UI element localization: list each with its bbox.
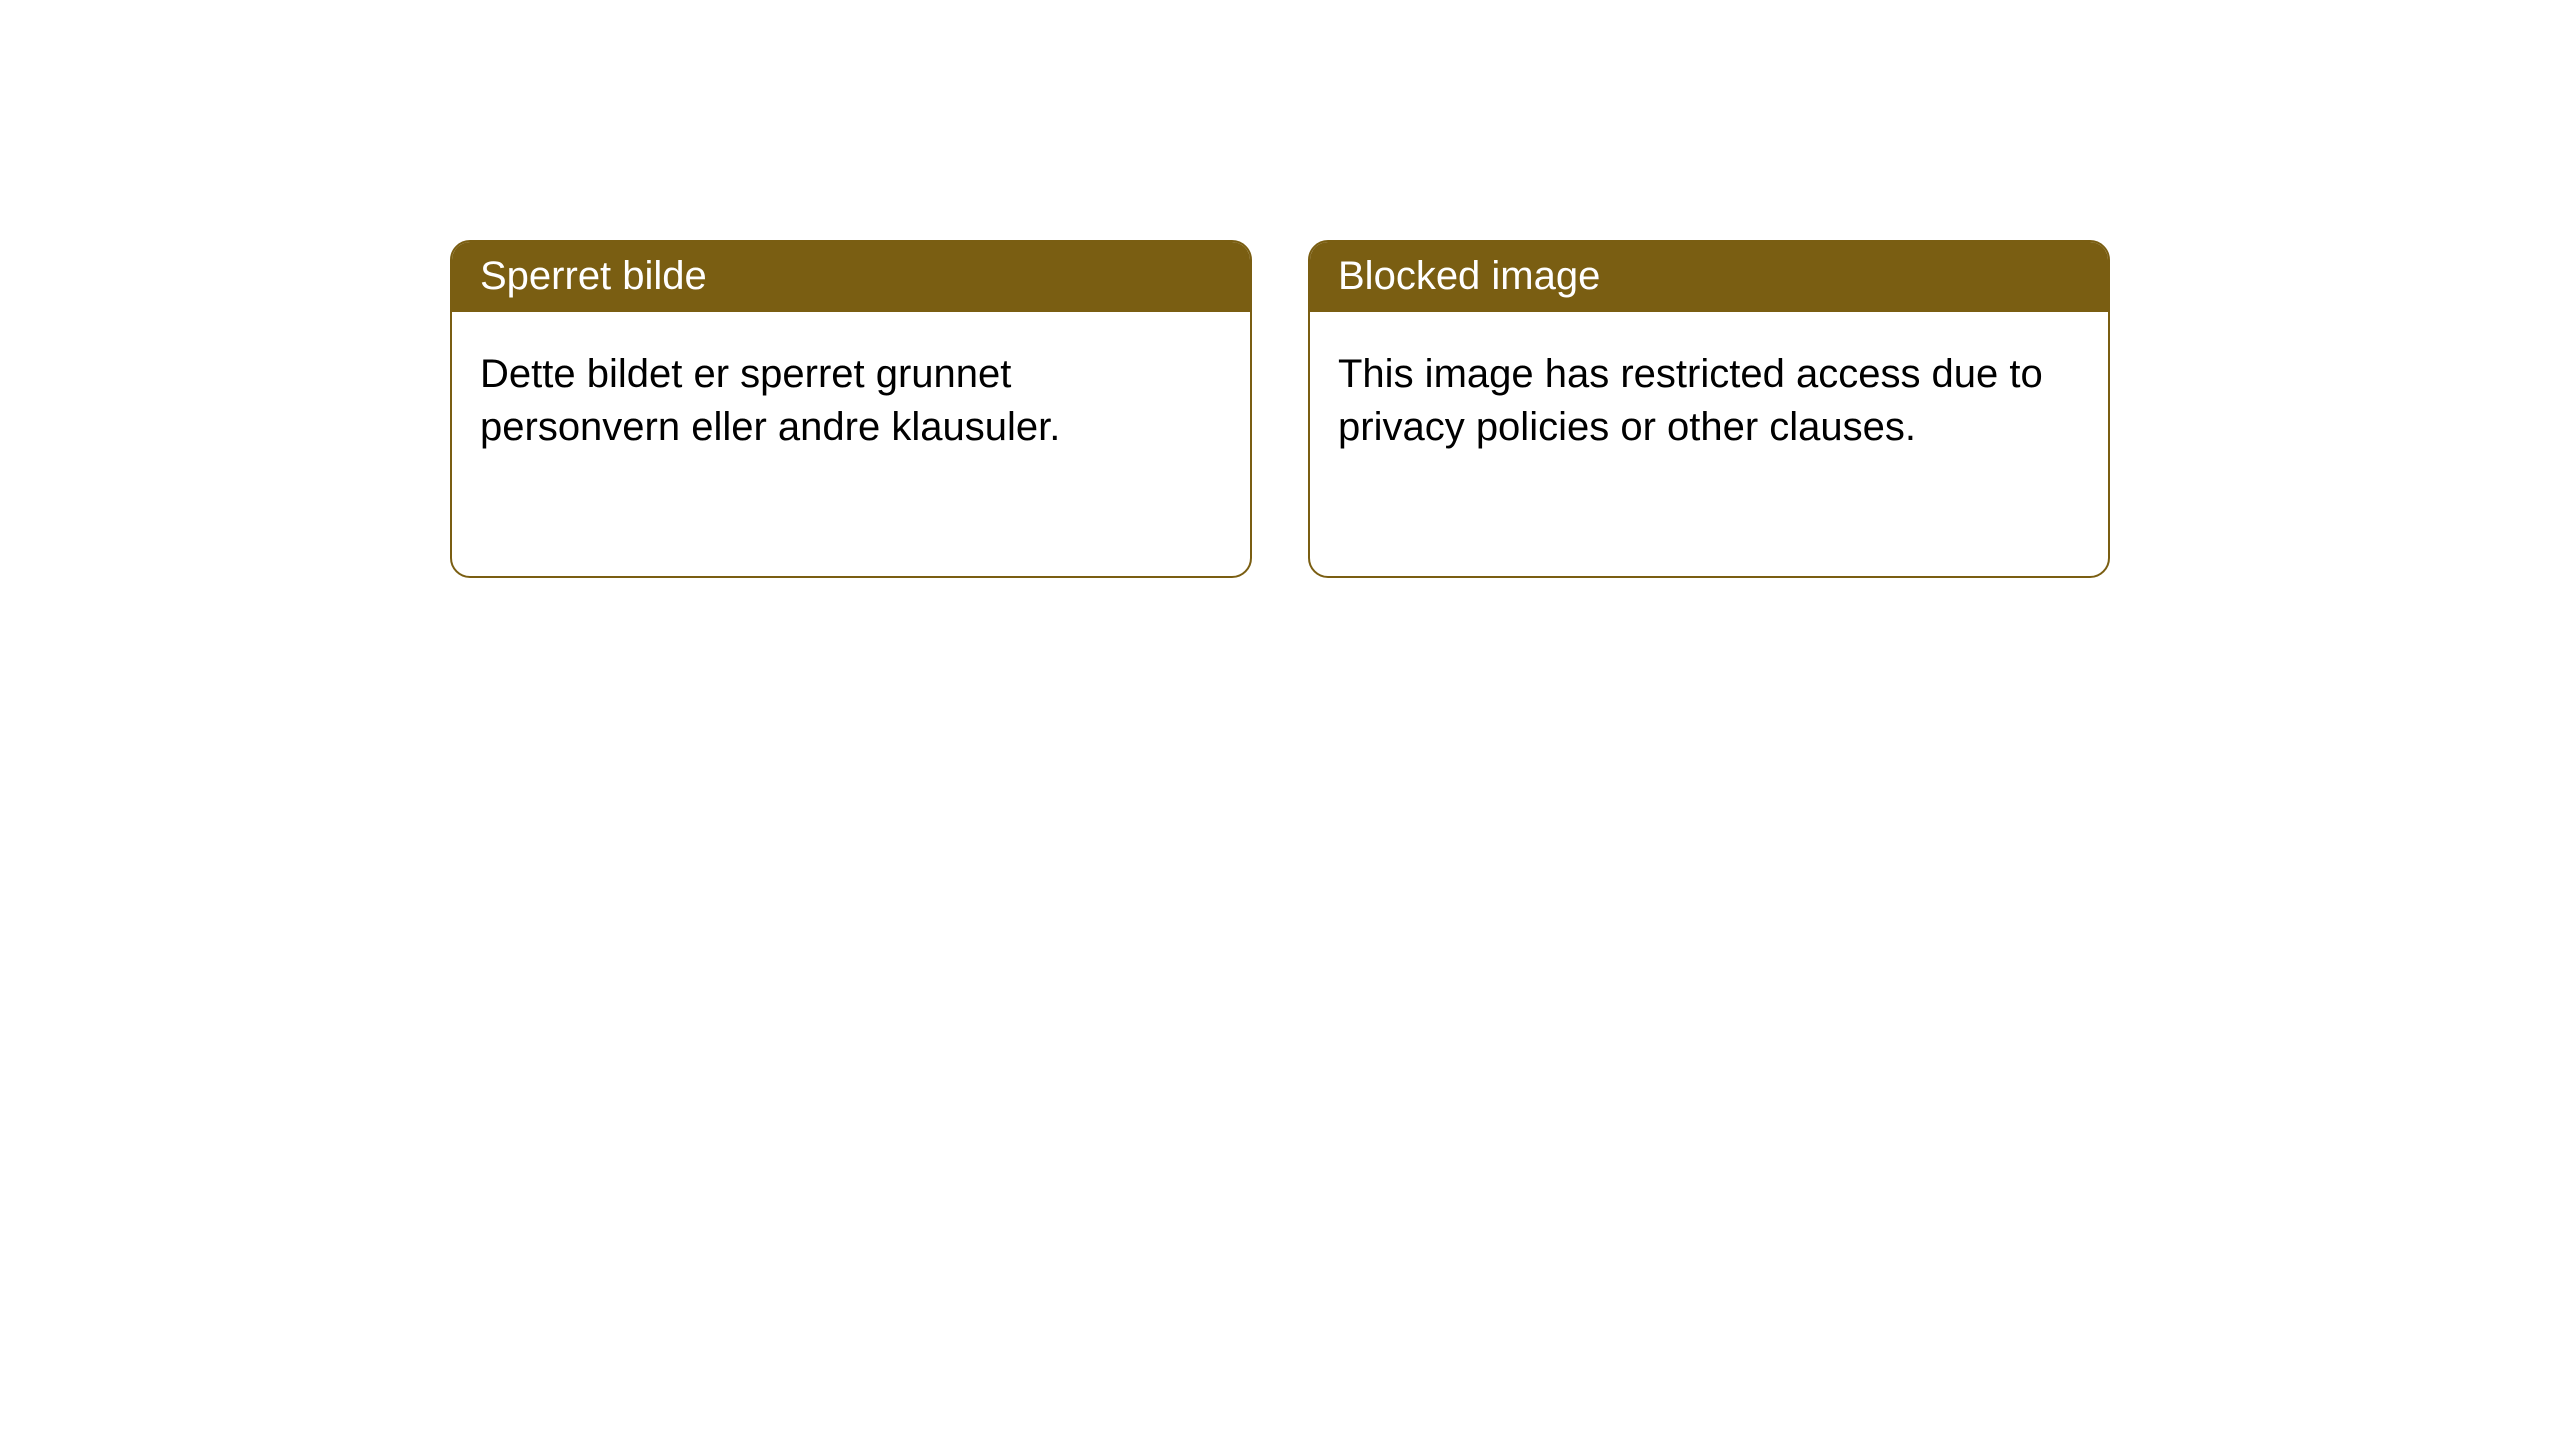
blocked-image-card-no: Sperret bilde Dette bildet er sperret gr…: [450, 240, 1252, 578]
card-body-no: Dette bildet er sperret grunnet personve…: [452, 312, 1250, 482]
card-body-en: This image has restricted access due to …: [1310, 312, 2108, 482]
cards-container: Sperret bilde Dette bildet er sperret gr…: [0, 0, 2560, 578]
blocked-image-card-en: Blocked image This image has restricted …: [1308, 240, 2110, 578]
card-title-en: Blocked image: [1310, 242, 2108, 312]
card-title-no: Sperret bilde: [452, 242, 1250, 312]
